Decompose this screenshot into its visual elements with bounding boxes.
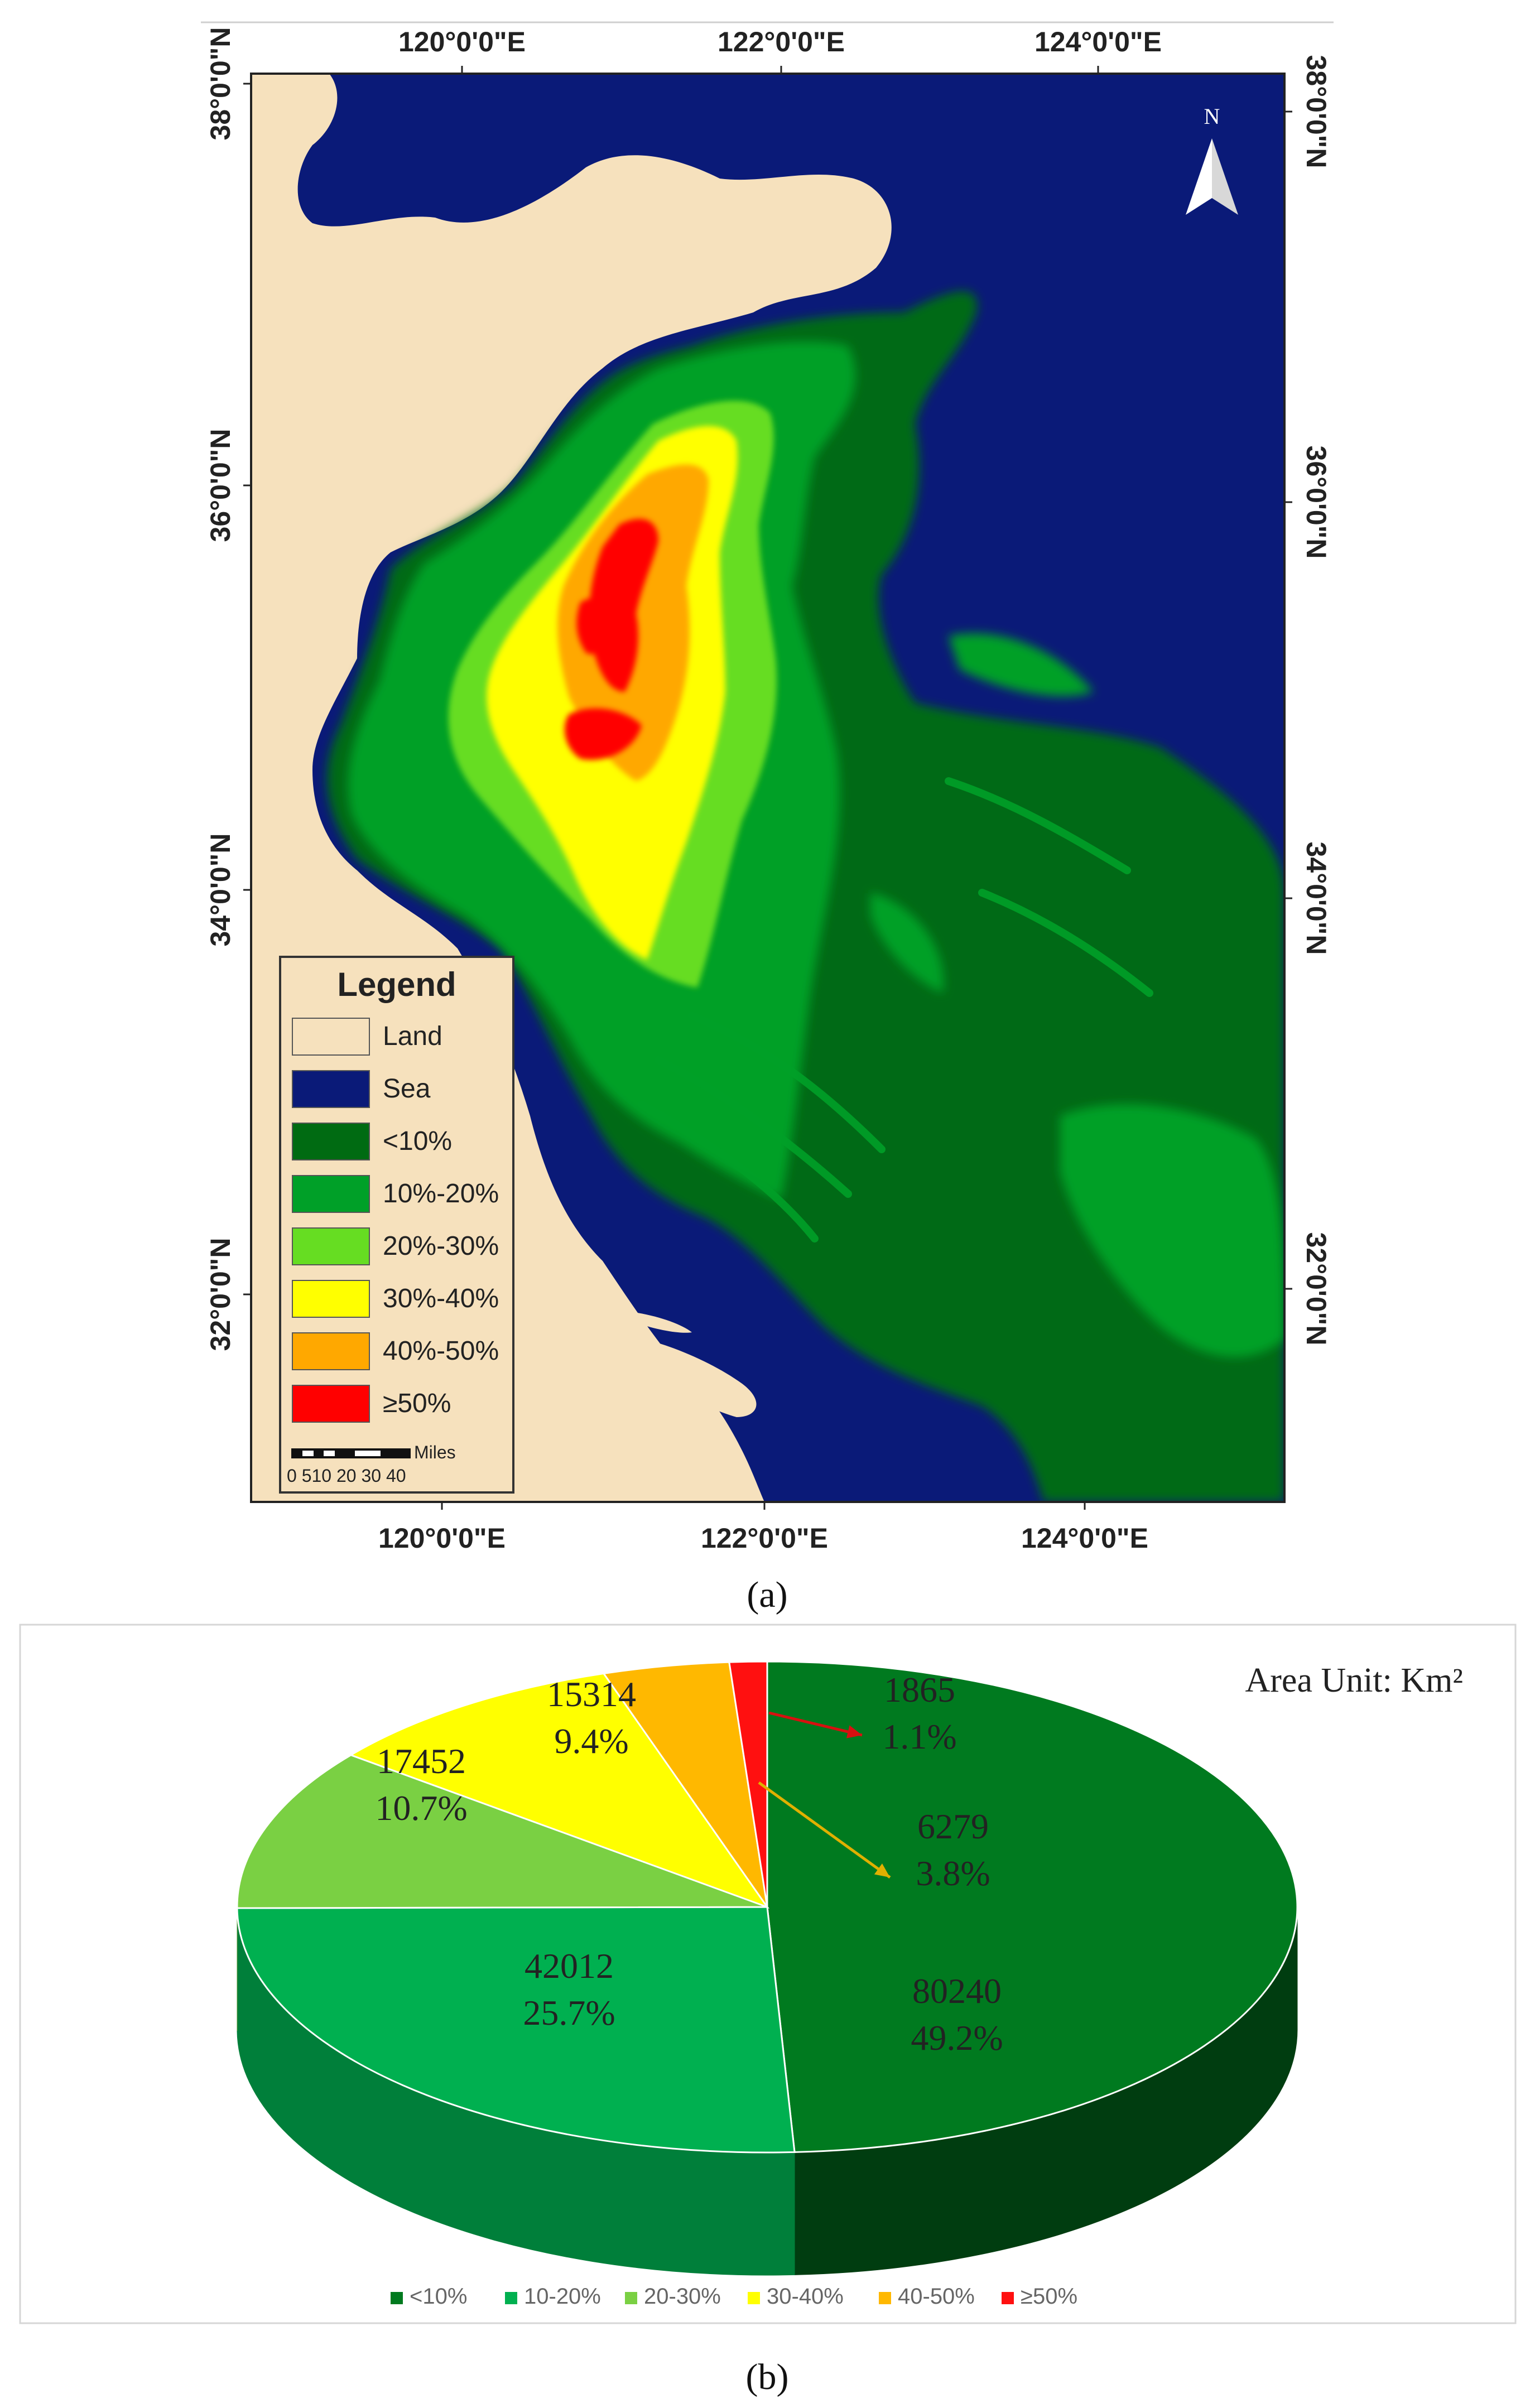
map-legend: Legend Land Sea <10% 10%-20% 20%-30% 30%-40% 4… — [279, 956, 514, 1494]
estuary-island-small — [625, 1311, 692, 1333]
pie-legend-swatch-3 — [748, 2292, 760, 2304]
pie-slice-1 — [236, 1906, 796, 2154]
pie-legend-label-2: 20-30% — [644, 2284, 721, 2309]
pie-legend-swatch-4 — [879, 2292, 891, 2304]
bottom-lon-label-3: 124°0'0"E — [1021, 1523, 1148, 1554]
legend-label-4: 20%-30% — [383, 1231, 499, 1261]
pie-legend-label-1: 10-20% — [524, 2284, 601, 2309]
pie-percent-label-1: 25.7% — [523, 1993, 615, 2033]
pie-slice-3 — [349, 1672, 769, 1909]
legend-swatch-2 — [292, 1123, 370, 1160]
pie-legend-swatch-0 — [391, 2292, 403, 2304]
scale-unit: Miles — [414, 1442, 456, 1462]
legend-swatch-1 — [292, 1070, 370, 1108]
pie-value-label-5: 1865 — [884, 1670, 955, 1709]
legend-label-2: <10% — [383, 1126, 452, 1156]
top-lon-label-2: 122°0'0"E — [718, 26, 845, 57]
pie-percent-label-0: 49.2% — [911, 2018, 1003, 2058]
right-lat-label-4: 32°0'0"N — [1301, 1232, 1332, 1346]
pie-value-label-4: 6279 — [917, 1807, 989, 1846]
pie-legend-swatch-1 — [505, 2292, 517, 2304]
pie-percent-label-3: 9.4% — [554, 1721, 628, 1761]
map-frame — [250, 73, 1286, 1503]
scale-bar: Miles 0 510 20 30 40 — [287, 1442, 456, 1486]
legend-swatch-0 — [292, 1018, 370, 1056]
legend-label-7: ≥50% — [383, 1389, 451, 1418]
legend-swatch-5 — [292, 1280, 370, 1318]
pie-value-label-0: 80240 — [912, 1971, 1002, 2011]
legend-swatch-4 — [292, 1227, 370, 1265]
north-label: N — [1204, 104, 1220, 129]
top-lon-label-3: 124°0'0"E — [1034, 26, 1162, 57]
pie-value-label-3: 15314 — [547, 1674, 636, 1714]
left-lat-label-2: 36°0'0"N — [205, 429, 236, 542]
left-lat-label-4: 32°0'0"N — [205, 1238, 236, 1351]
legend-label-6: 40%-50% — [383, 1336, 499, 1366]
pie-legend-label-3: 30-40% — [767, 2284, 844, 2309]
north-arrow-icon: N — [1186, 104, 1238, 215]
bottom-lon-label-2: 122°0'0"E — [701, 1523, 828, 1554]
right-lat-label-3: 34°0'0"N — [1301, 842, 1332, 955]
left-lat-label-3: 34°0'0"N — [205, 834, 236, 947]
pie-value-label-2: 17452 — [377, 1741, 466, 1781]
pie-slice-5 — [728, 1660, 768, 1908]
top-lon-label-1: 120°0'0"E — [398, 26, 526, 57]
pie-slice-4 — [602, 1661, 768, 1908]
area-unit-label: Area Unit: Km² — [1245, 1661, 1464, 1699]
pie-slice-2 — [236, 1754, 768, 1909]
caption-b: (b) — [746, 2357, 789, 2397]
caption-a: (a) — [747, 1574, 787, 1615]
bottom-lon-label-1: 120°0'0"E — [378, 1523, 506, 1554]
legend-swatch-6 — [292, 1332, 370, 1370]
scale-ticks: 0 510 20 30 40 — [287, 1466, 406, 1486]
legend-title: Legend — [337, 966, 456, 1003]
legend-label-1: Sea — [383, 1074, 431, 1104]
right-lat-label-1: 38°0'0"N — [1301, 55, 1332, 168]
legend-swatch-7 — [292, 1385, 370, 1423]
left-lat-label-1: 38°0'0"N — [205, 27, 236, 141]
pie-percent-label-5: 1.1% — [882, 1717, 956, 1756]
pie-arrow-40-50 — [758, 1781, 891, 1879]
estuary-island — [609, 1333, 757, 1417]
pie-arrow-ge50 — [768, 1711, 863, 1738]
panel-a-map: 120°0'0"E 122°0'0"E 124°0'0"E 120°0'0"E … — [205, 26, 1332, 1554]
pie-percent-label-2: 10.7% — [375, 1788, 467, 1828]
pie-value-label-1: 42012 — [525, 1946, 614, 1986]
zone-ge50 — [564, 519, 658, 760]
legend-label-5: 30%-40% — [383, 1284, 499, 1313]
right-lat-label-2: 36°0'0"N — [1301, 446, 1332, 559]
graticule-ticks — [243, 66, 1292, 1510]
pie-legend-swatch-5 — [1002, 2292, 1014, 2304]
panel-b-pie: 80240 49.2% 42012 25.7% 17452 10.7% 15314 9.4% 6… — [19, 1624, 1517, 2324]
pie-legend-label-0: <10% — [410, 2284, 467, 2309]
pie-legend-label-4: 40-50% — [898, 2284, 975, 2309]
plume-stripes — [638, 777, 1153, 1242]
pie-slice-0 — [766, 1660, 1298, 2153]
pie-percent-label-4: 3.8% — [916, 1853, 990, 1893]
legend-swatch-3 — [292, 1175, 370, 1213]
legend-label-0: Land — [383, 1022, 442, 1051]
pie-legend-swatch-2 — [625, 2292, 637, 2304]
legend-label-3: 10%-20% — [383, 1179, 499, 1208]
pie-legend-label-5: ≥50% — [1021, 2284, 1077, 2309]
